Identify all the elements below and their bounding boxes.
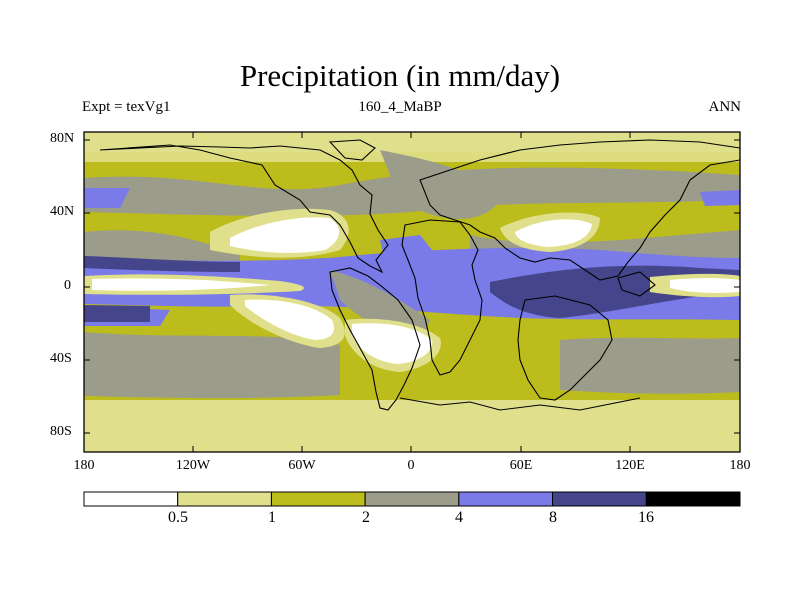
colorbar-label: 1 bbox=[268, 509, 276, 526]
colorbar-label: 2 bbox=[362, 509, 370, 526]
lat-label-0: 0 bbox=[64, 278, 71, 293]
lon-label-180w: 180 bbox=[73, 458, 95, 473]
colorbar-swatch bbox=[270, 491, 366, 507]
period-label: 160_4_MaBP bbox=[358, 99, 442, 115]
axis-ticks bbox=[84, 132, 740, 452]
experiment-label: Expt = texVg1 bbox=[82, 99, 171, 115]
colorbar-swatch bbox=[458, 491, 554, 507]
colorbar bbox=[83, 491, 741, 507]
colorbar-swatch bbox=[552, 491, 647, 507]
coastlines bbox=[99, 139, 740, 411]
lon-label-60e: 60E bbox=[509, 458, 533, 473]
colorbar-label: 16 bbox=[638, 509, 654, 526]
lat-label-40n: 40N bbox=[50, 204, 75, 219]
colorbar-swatch bbox=[83, 491, 179, 507]
figure-title: Precipitation (in mm/day) bbox=[239, 58, 561, 93]
colorbar-swatch bbox=[177, 491, 272, 507]
season-label: ANN bbox=[708, 99, 742, 115]
colorbar-label: 4 bbox=[455, 509, 463, 526]
colorbar-swatch bbox=[364, 491, 460, 507]
colorbar-swatch bbox=[645, 491, 741, 507]
lon-label-120w: 120W bbox=[175, 458, 211, 473]
lon-label-180e: 180 bbox=[729, 458, 751, 473]
colorbar-label: 8 bbox=[549, 509, 557, 526]
lat-label-40s: 40S bbox=[50, 351, 72, 366]
lat-label-80n: 80N bbox=[50, 131, 75, 146]
map-frame bbox=[83, 131, 741, 453]
lat-label-80s: 80S bbox=[50, 424, 72, 439]
lon-label-0: 0 bbox=[407, 458, 415, 473]
colorbar-label: 0.5 bbox=[168, 509, 188, 526]
lon-label-120e: 120E bbox=[615, 458, 645, 473]
lon-label-60w: 60W bbox=[288, 458, 316, 473]
precip-field bbox=[84, 132, 740, 452]
